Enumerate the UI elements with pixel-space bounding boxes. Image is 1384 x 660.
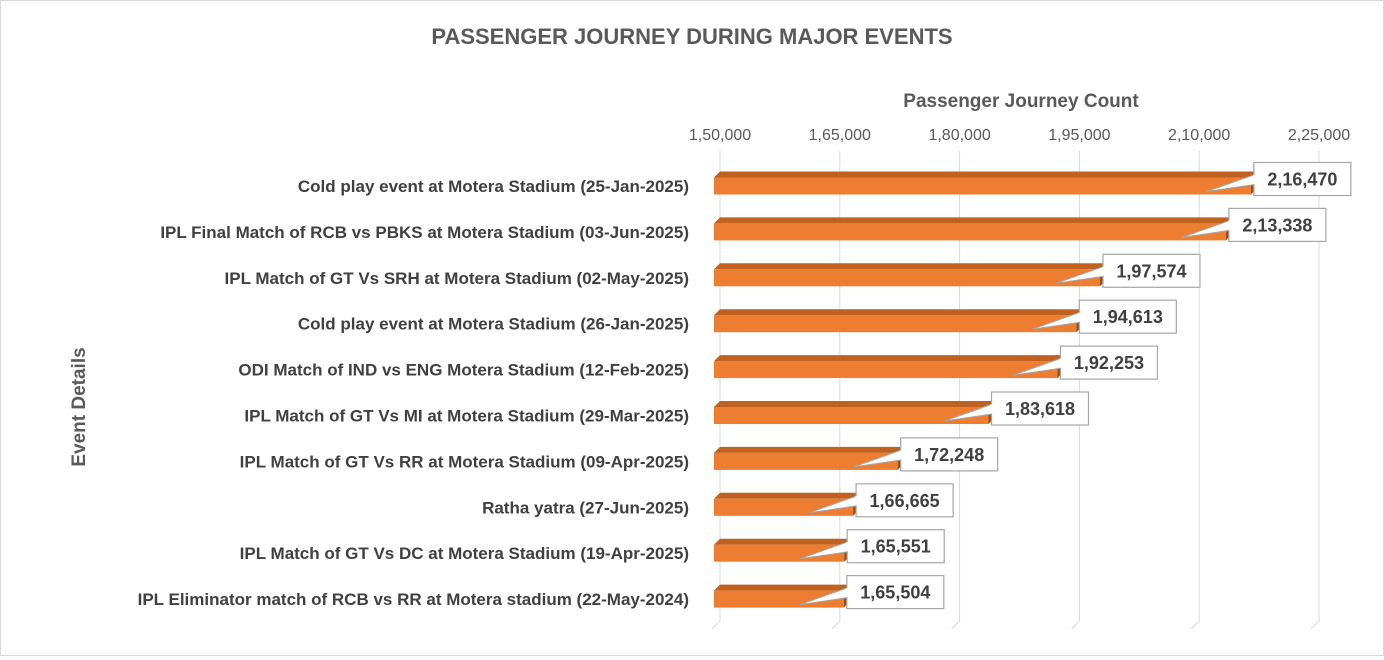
gridline-foot [1310,620,1320,630]
bar [714,223,1226,241]
data-label: 2,13,338 [1242,215,1312,235]
data-label-box [1059,345,1159,380]
gridline-foot [831,620,841,630]
category-label: IPL Match of GT Vs SRH at Motera Stadium… [225,269,689,288]
data-labels: 2,16,470 2,13,338 1,97,574 1,94,613 1,92,253… [799,161,1352,610]
chart-title: PASSENGER JOURNEY DURING MAJOR EVENTS [431,24,952,49]
gridline-foot [1190,620,1200,630]
category-label: ODI Match of IND vs ENG Motera Stadium (… [238,361,689,380]
gridline-foot [1071,620,1080,630]
data-label-box [846,574,945,610]
bar-top-face [714,401,995,407]
data-label: 2,16,470 [1267,170,1337,190]
category-label: IPL Eliminator match of RCB vs RR at Mot… [138,590,689,609]
bar-top-face [714,263,1106,270]
bar-top-face [714,584,850,591]
category-label: IPL Match of GT Vs DC at Motera Stadium … [240,544,689,563]
category-label: IPL Match of GT Vs RR at Motera Stadium … [240,452,689,471]
x-tick-labels: 1,50,000 1,65,000 1,80,000 1,95,000 2,10,000… [689,127,1350,144]
bars [714,171,1257,608]
bar-top-face [714,538,851,545]
data-label: 1,94,613 [1093,307,1163,327]
data-label-box [990,391,1090,426]
bar-top-face [714,309,1083,316]
bar-top-face [714,446,904,453]
data-label: 1,92,253 [1074,353,1144,373]
data-label: 1,65,504 [860,583,930,603]
data-label: 1,66,665 [870,491,940,511]
data-label-box [900,437,999,472]
category-label: Ratha yatra (27-Jun-2025) [482,498,689,517]
bar [714,452,898,470]
category-label: Cold play event at Motera Stadium (25-Ja… [298,177,689,196]
bar-top-face [714,171,1257,178]
x-tick-label: 1,50,000 [689,127,751,144]
data-label: 1,97,574 [1116,261,1186,281]
x-tick-label: 1,80,000 [928,127,990,144]
gridline-foot [951,620,960,630]
category-label: Cold play event at Motera Stadium (26-Ja… [298,315,689,334]
data-label-box [1253,161,1352,197]
category-labels: Cold play event at Motera Stadium (25-Ja… [138,177,689,609]
data-label-box [1102,253,1201,288]
data-label: 1,83,618 [1005,399,1075,419]
x-tick-label: 1,95,000 [1048,127,1110,144]
x-axis-title: Passenger Journey Count [903,91,1139,112]
gridline-foot [711,620,721,630]
bar [714,407,989,424]
bar-top-face [714,492,860,499]
category-label: IPL Final Match of RCB vs PBKS at Motera… [160,223,689,242]
bar-top-face [714,355,1064,362]
bar [714,269,1100,287]
category-label: IPL Match of GT Vs MI at Motera Stadium … [244,407,689,426]
data-label: 1,72,248 [914,445,984,465]
bar [714,315,1077,333]
x-tick-label: 1,65,000 [809,127,871,144]
bar-top-face [714,217,1232,224]
x-tick-label: 2,25,000 [1288,127,1350,144]
y-axis-title: Event Details [69,347,90,466]
data-label-box [1078,299,1177,334]
bar [714,361,1058,379]
bar [714,177,1251,195]
data-label: 1,65,551 [861,537,931,557]
x-tick-label: 2,10,000 [1168,127,1230,144]
